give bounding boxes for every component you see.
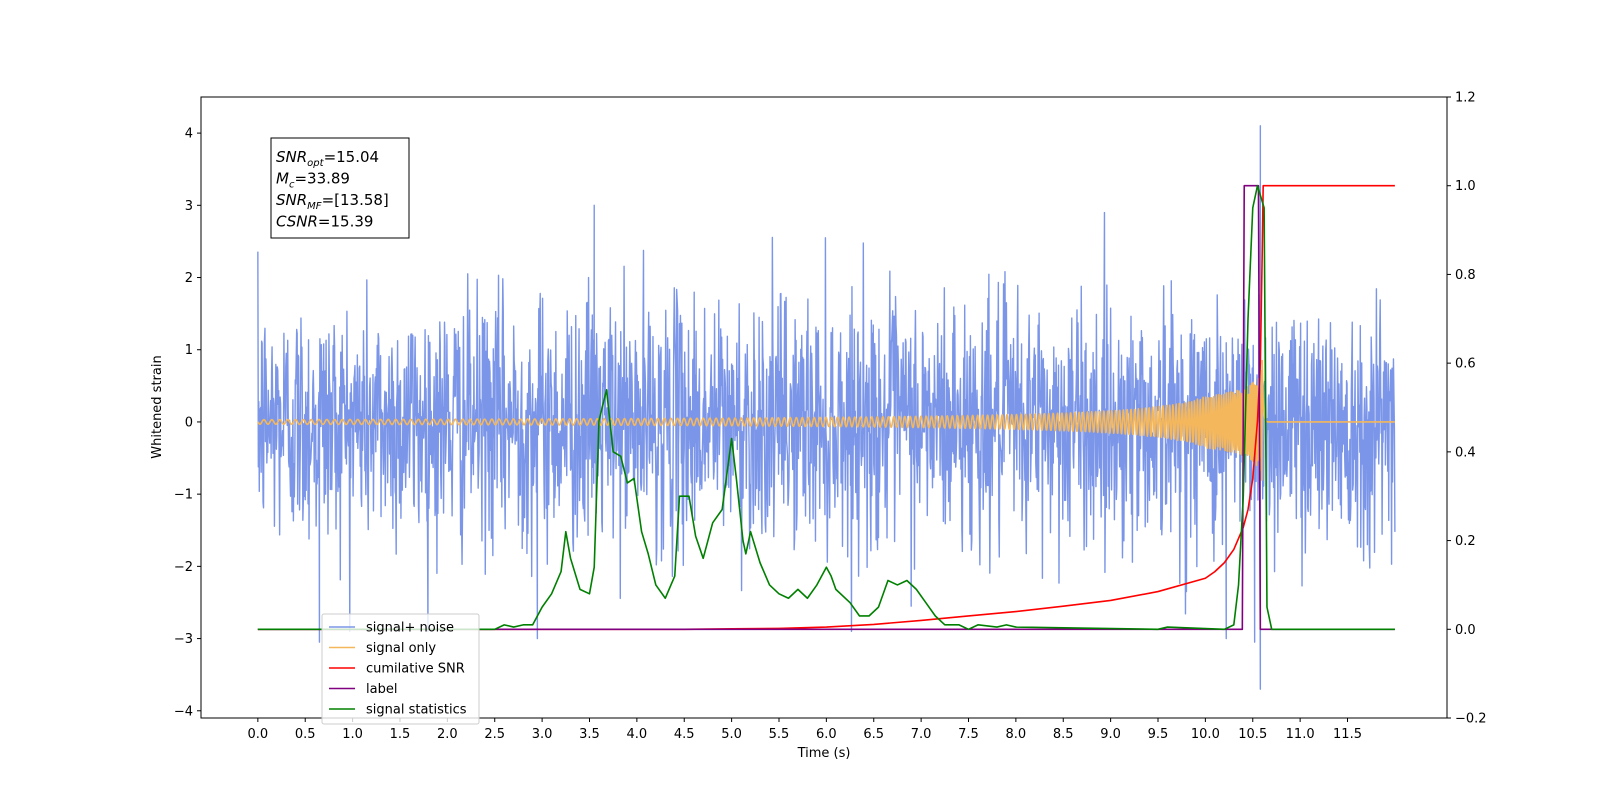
y2-tick-label: 0.6 [1455,357,1476,372]
x-tick-label: 6.0 [816,727,837,742]
legend-label: signal statistics [366,703,467,718]
y2-tick-label: 1.2 [1455,91,1476,106]
legend-frame [321,613,480,725]
x-tick-label: 7.0 [911,727,932,742]
series-line-signal-only [257,359,1396,481]
x-tick-label: 10.0 [1191,727,1220,742]
x-tick-label: 2.5 [484,727,505,742]
axes: 0.0 0.5 1.0 1.5 2.0 2.5 3.0 3.5 4.0 4.5 5.0 5.5 6.0 6… [174,91,1487,743]
x-tick-label: 8.5 [1053,727,1074,742]
x-tick-label: 11.5 [1333,727,1362,742]
x-tick-label: 9.0 [1100,727,1121,742]
legend-label: signal only [366,641,436,656]
x-tick-label: 3.0 [532,727,553,742]
x-tick-label: 0.5 [295,727,316,742]
y-tick-label: −3 [174,632,193,647]
x-tick-label: 1.5 [390,727,411,742]
x-tick-label: 8.0 [1006,727,1027,742]
annotation-box: SNRopt=15.04Mc=33.89SNRMF=[13.58]CSNR=15… [270,137,410,239]
x-tick-label: 11.0 [1286,727,1315,742]
x-tick-label: 6.5 [863,727,884,742]
x-tick-label: 3.5 [579,727,600,742]
series-line-signal-statistics [257,184,1395,631]
x-tick-label: 1.0 [342,727,363,742]
annotation-line: Mc=33.89 [276,170,350,191]
x-tick-label: 0.0 [248,727,269,742]
x-tick-label: 7.5 [958,727,979,742]
y2-tick-label: 0.8 [1455,268,1476,283]
plot-frame [200,96,1448,719]
legend-label: signal+ noise [366,621,454,636]
series-line-cumilative-snr [257,184,1395,631]
y2-tick-label: 1.0 [1455,179,1476,194]
legend-label: label [366,682,397,697]
x-tick-label: 5.0 [721,727,742,742]
y-tick-label: 2 [185,271,193,286]
x-tick-label: 2.0 [437,727,458,742]
annotation-line: CSNR=15.39 [276,213,373,231]
legend: signal+ noise signal only cumilative SNR la… [321,613,480,725]
y-axis-label: Whitened strain [150,355,165,458]
annotation-line: SNRMF=[13.58] [276,191,389,212]
y-tick-label: 1 [185,343,193,358]
y2-tick-label: 0.2 [1455,534,1476,549]
y-tick-label: 3 [185,199,193,214]
y2-tick-label: 0.0 [1455,623,1476,638]
x-tick-label: 4.5 [674,727,695,742]
y-tick-label: 0 [185,415,193,430]
annotation-line: SNRopt=15.04 [276,148,379,169]
y-tick-label: −1 [174,488,193,503]
y-tick-label: −2 [174,560,193,575]
y-tick-label: 4 [185,127,193,142]
x-tick-label: 10.5 [1238,727,1267,742]
x-axis-label: Time (s) [797,746,851,761]
legend-label: cumilative SNR [366,662,465,677]
y2-tick-label: −0.2 [1455,712,1487,727]
y2-tick-label: 0.4 [1455,445,1476,460]
x-tick-label: 9.5 [1148,727,1169,742]
x-tick-label: 5.5 [769,727,790,742]
plot-area [257,125,1396,690]
x-tick-label: 4.0 [627,727,648,742]
annotation-frame [270,137,410,239]
y-tick-label: −4 [174,704,193,719]
